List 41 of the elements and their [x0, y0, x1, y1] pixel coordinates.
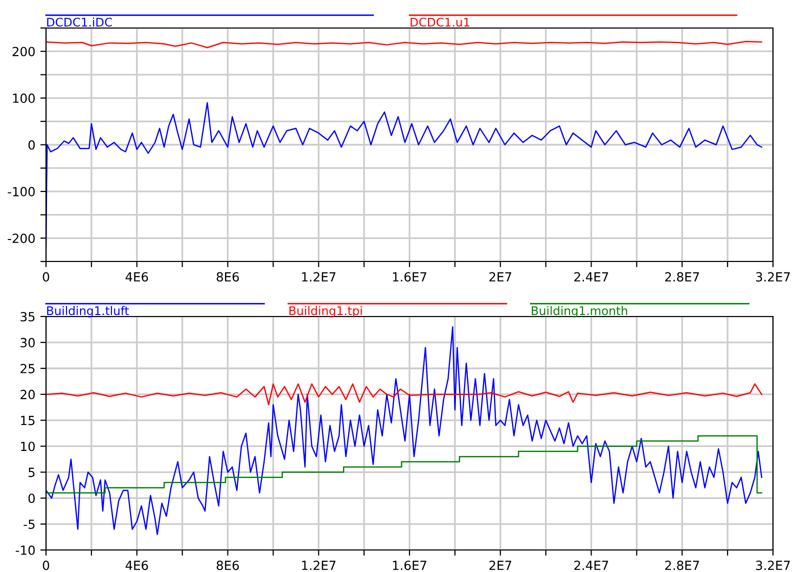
x-tick-label: 3.2E7 [756, 560, 790, 570]
y-tick-label: 30 [20, 338, 35, 348]
y-tick-label: 35 [20, 312, 34, 322]
x-tick-label: 2E7 [489, 272, 512, 282]
x-tick-label: 2.4E7 [574, 272, 608, 282]
y-tick-label: 0 [28, 494, 35, 504]
x-tick-label: 0 [42, 560, 50, 570]
x-tick-label: 2.4E7 [574, 560, 608, 570]
text: Building1.month [532, 306, 628, 318]
x-tick-label: 2.8E7 [665, 560, 699, 570]
y-tick-label: 100 [13, 94, 35, 103]
series-label: DCDC1.u1 [410, 18, 470, 27]
y-tick-label: -10 [16, 545, 35, 555]
x-tick-label: 2.8E7 [665, 272, 699, 282]
line-series [46, 40, 762, 48]
y-tick-label: 200 [12, 46, 35, 56]
y-tick-label: -100 [8, 186, 35, 196]
line-series [46, 383, 762, 406]
x-tick-label: 4E6 [126, 272, 148, 282]
y-tick-label: -200 [8, 234, 35, 244]
y-tick-label: 0 [28, 140, 35, 150]
y-tick-label: 25 [20, 364, 34, 374]
x-tick-label: 8E6 [216, 272, 239, 282]
x-tick-label: 8E6 [216, 560, 239, 570]
y-tick-label: 20 [20, 390, 35, 400]
text: Building1.tluft [47, 306, 129, 318]
x-tick-label: 3.2E7 [756, 272, 790, 282]
y-tick-label: -5 [24, 520, 34, 529]
y-tick-label: 5 [28, 468, 34, 478]
x-tick-label: 1.2E7 [302, 560, 336, 570]
text: DCDC1.iDC [47, 17, 112, 27]
text: Building1.tpi [289, 306, 362, 318]
x-tick-label: 4E6 [126, 560, 148, 570]
x-tick-label: 2E7 [489, 560, 512, 570]
x-tick-label: 0 [42, 272, 50, 282]
line-series [46, 326, 762, 536]
x-tick-label: 1.6E7 [393, 272, 426, 282]
x-tick-label: 1.6E7 [393, 560, 426, 570]
y-tick-label: 15 [21, 416, 34, 426]
x-tick-label: 1.2E7 [302, 272, 336, 282]
y-tick-label: 10 [21, 442, 35, 452]
